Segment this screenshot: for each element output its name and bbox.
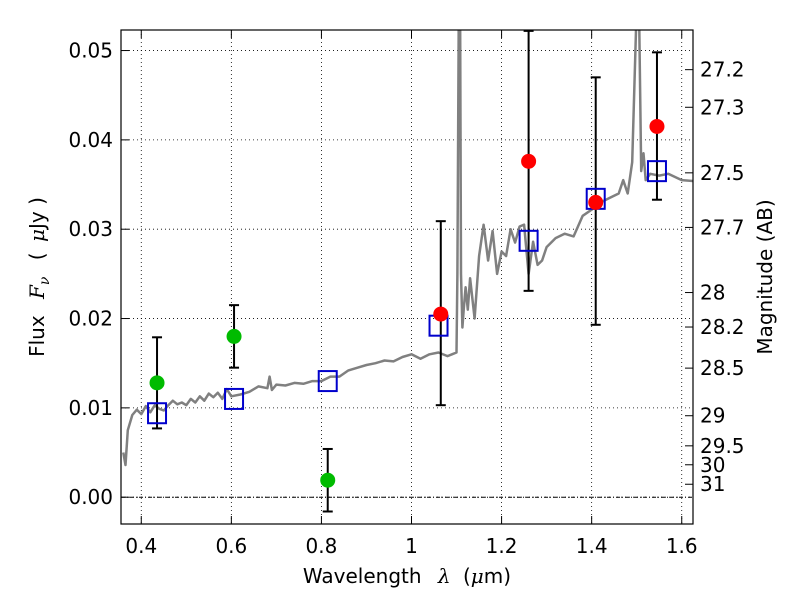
magnitude-tick-label: 27.2 xyxy=(700,58,745,82)
x-tick-label: 0.8 xyxy=(306,534,338,558)
y-tick-label: 0.00 xyxy=(68,485,113,509)
observed-flux-point xyxy=(320,472,336,488)
y-tick-label: 0.01 xyxy=(68,396,113,420)
magnitude-tick-label: 30 xyxy=(700,453,725,477)
y-tick-labels: 0.00 0.01 0.02 0.03 0.04 0.05 xyxy=(68,39,113,510)
x-tick-labels: 0.4 0.6 0.8 1 1.2 1.4 1.6 xyxy=(125,534,697,558)
observed-flux-point xyxy=(649,118,665,134)
y-tick-label: 0.05 xyxy=(68,39,113,63)
magnitude-tick-label: 28.5 xyxy=(700,356,745,380)
magnitude-tick-label: 27.5 xyxy=(700,161,745,185)
model-photometry-box xyxy=(646,160,667,183)
x-tick-label: 1.6 xyxy=(666,534,698,558)
error-bars xyxy=(152,30,662,513)
magnitude-tick-label: 27.7 xyxy=(700,215,745,239)
axis-ticks xyxy=(121,30,693,524)
y-tick-label: 0.02 xyxy=(68,307,113,331)
model-photometry-box xyxy=(317,370,338,393)
model-spectrum-line xyxy=(122,30,693,467)
observed-flux-point xyxy=(149,375,165,391)
x-axis-label: Wavelength λ (μm) xyxy=(303,564,511,588)
magnitude-axis-label: Magnitude (AB) xyxy=(753,199,777,354)
observed-flux-point xyxy=(521,153,537,169)
magnitude-tick-label: 29.5 xyxy=(700,434,745,458)
gridlines xyxy=(121,30,693,524)
magnitude-tick-label: 27.3 xyxy=(700,95,745,119)
magnitude-tick-label: 31 xyxy=(700,472,725,496)
model-photometry-boxes xyxy=(147,160,667,425)
x-tick-label: 0.6 xyxy=(215,534,247,558)
observed-flux-point xyxy=(226,328,242,344)
x-tick-label: 1.2 xyxy=(486,534,518,558)
observed-flux-point xyxy=(588,194,604,210)
x-tick-label: 0.4 xyxy=(125,534,157,558)
observed-flux-point xyxy=(433,306,449,322)
model-photometry-box xyxy=(224,387,245,410)
magnitude-tick-label: 28.2 xyxy=(700,315,745,339)
magnitude-tick-label: 28 xyxy=(700,281,725,305)
y-tick-label: 0.04 xyxy=(68,128,113,152)
model-photometry-box xyxy=(147,402,168,425)
x-tick-label: 1.4 xyxy=(576,534,608,558)
plot-frame xyxy=(120,29,694,525)
x-tick-label: 1 xyxy=(405,534,418,558)
y-axis-label: Flux Fν ( μJy ) xyxy=(25,197,54,357)
magnitude-tick-label: 29 xyxy=(700,404,725,428)
observed-points xyxy=(149,118,665,488)
model-photometry-box xyxy=(518,229,539,252)
y-tick-label: 0.03 xyxy=(68,217,113,241)
